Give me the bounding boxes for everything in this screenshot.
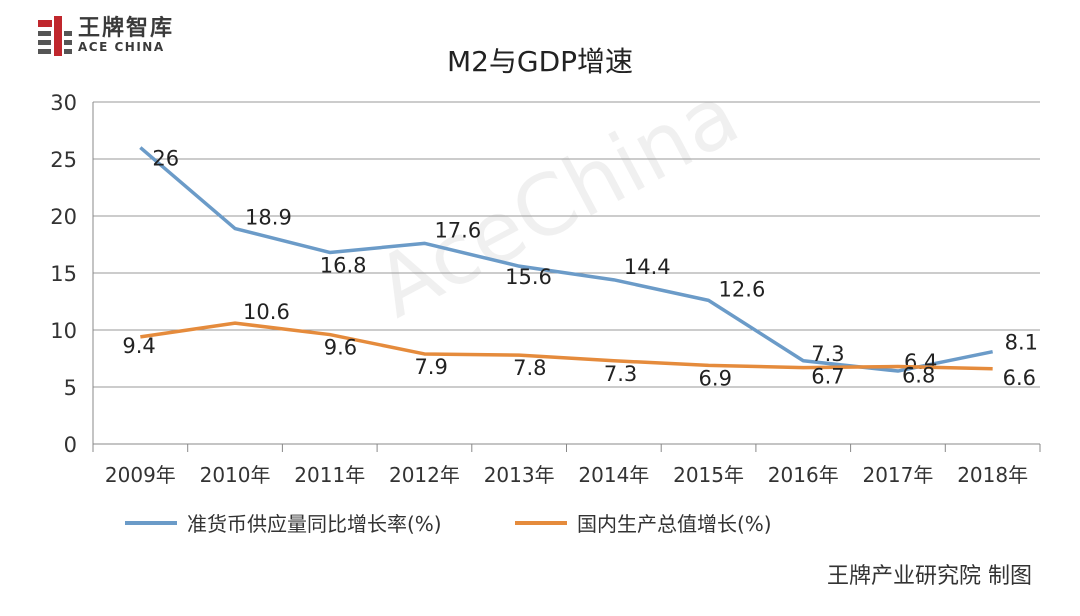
data-label: 8.1 [1005,331,1038,355]
data-label: 26 [152,147,179,171]
x-tick-label: 2014年 [578,463,649,487]
series-line [140,321,993,371]
credit-text: 王牌产业研究院 制图 [827,564,1032,589]
ace-china-logo-icon [38,16,72,56]
logo-text-en: ACE CHINA [78,40,165,54]
x-tick-label: 2015年 [673,463,744,487]
y-tick-label: 10 [50,319,77,343]
x-tick-label: 2017年 [862,463,933,487]
y-tick-label: 5 [64,376,77,400]
data-label: 10.6 [243,300,290,324]
data-label: 7.9 [414,355,447,379]
data-label: 14.4 [624,255,671,279]
data-label: 18.9 [245,206,292,230]
chart-title: M2与GDP增速 [446,45,634,78]
y-tick-label: 25 [50,148,77,172]
data-label: 9.6 [324,336,357,360]
x-tick-label: 2013年 [484,463,555,487]
series-line [139,146,994,373]
data-label: 7.3 [604,362,637,386]
data-label: 6.8 [902,363,935,387]
data-label: 17.6 [434,218,481,242]
data-label: 16.8 [320,253,367,277]
x-tick-label: 2018年 [957,463,1028,487]
y-tick-label: 20 [50,205,77,229]
legend-label: 国内生产总值增长(%) [577,512,772,536]
ace-china-logo: 王牌智库 ACE CHINA [38,16,174,56]
x-tick-label: 2012年 [389,463,460,487]
data-label: 7.8 [513,356,546,380]
data-label: 7.3 [811,342,844,366]
data-label: 9.4 [122,334,155,358]
data-label: 6.9 [699,366,732,390]
y-tick-label: 30 [50,91,77,115]
x-tick-label: 2010年 [200,463,271,487]
data-label: 15.6 [505,265,552,289]
x-tick-label: 2011年 [294,463,365,487]
data-label: 6.6 [1003,366,1036,390]
logo-text-cn: 王牌智库 [78,16,175,41]
y-tick-label: 15 [50,262,77,286]
y-tick-label: 0 [64,433,77,457]
x-tick-label: 2016年 [768,463,839,487]
legend-label: 准货币供应量同比增长率(%) [187,512,442,536]
data-label: 6.7 [811,365,844,389]
data-label: 6.4 [904,350,937,374]
x-tick-label: 2009年 [105,463,176,487]
data-label: 12.6 [719,277,766,301]
